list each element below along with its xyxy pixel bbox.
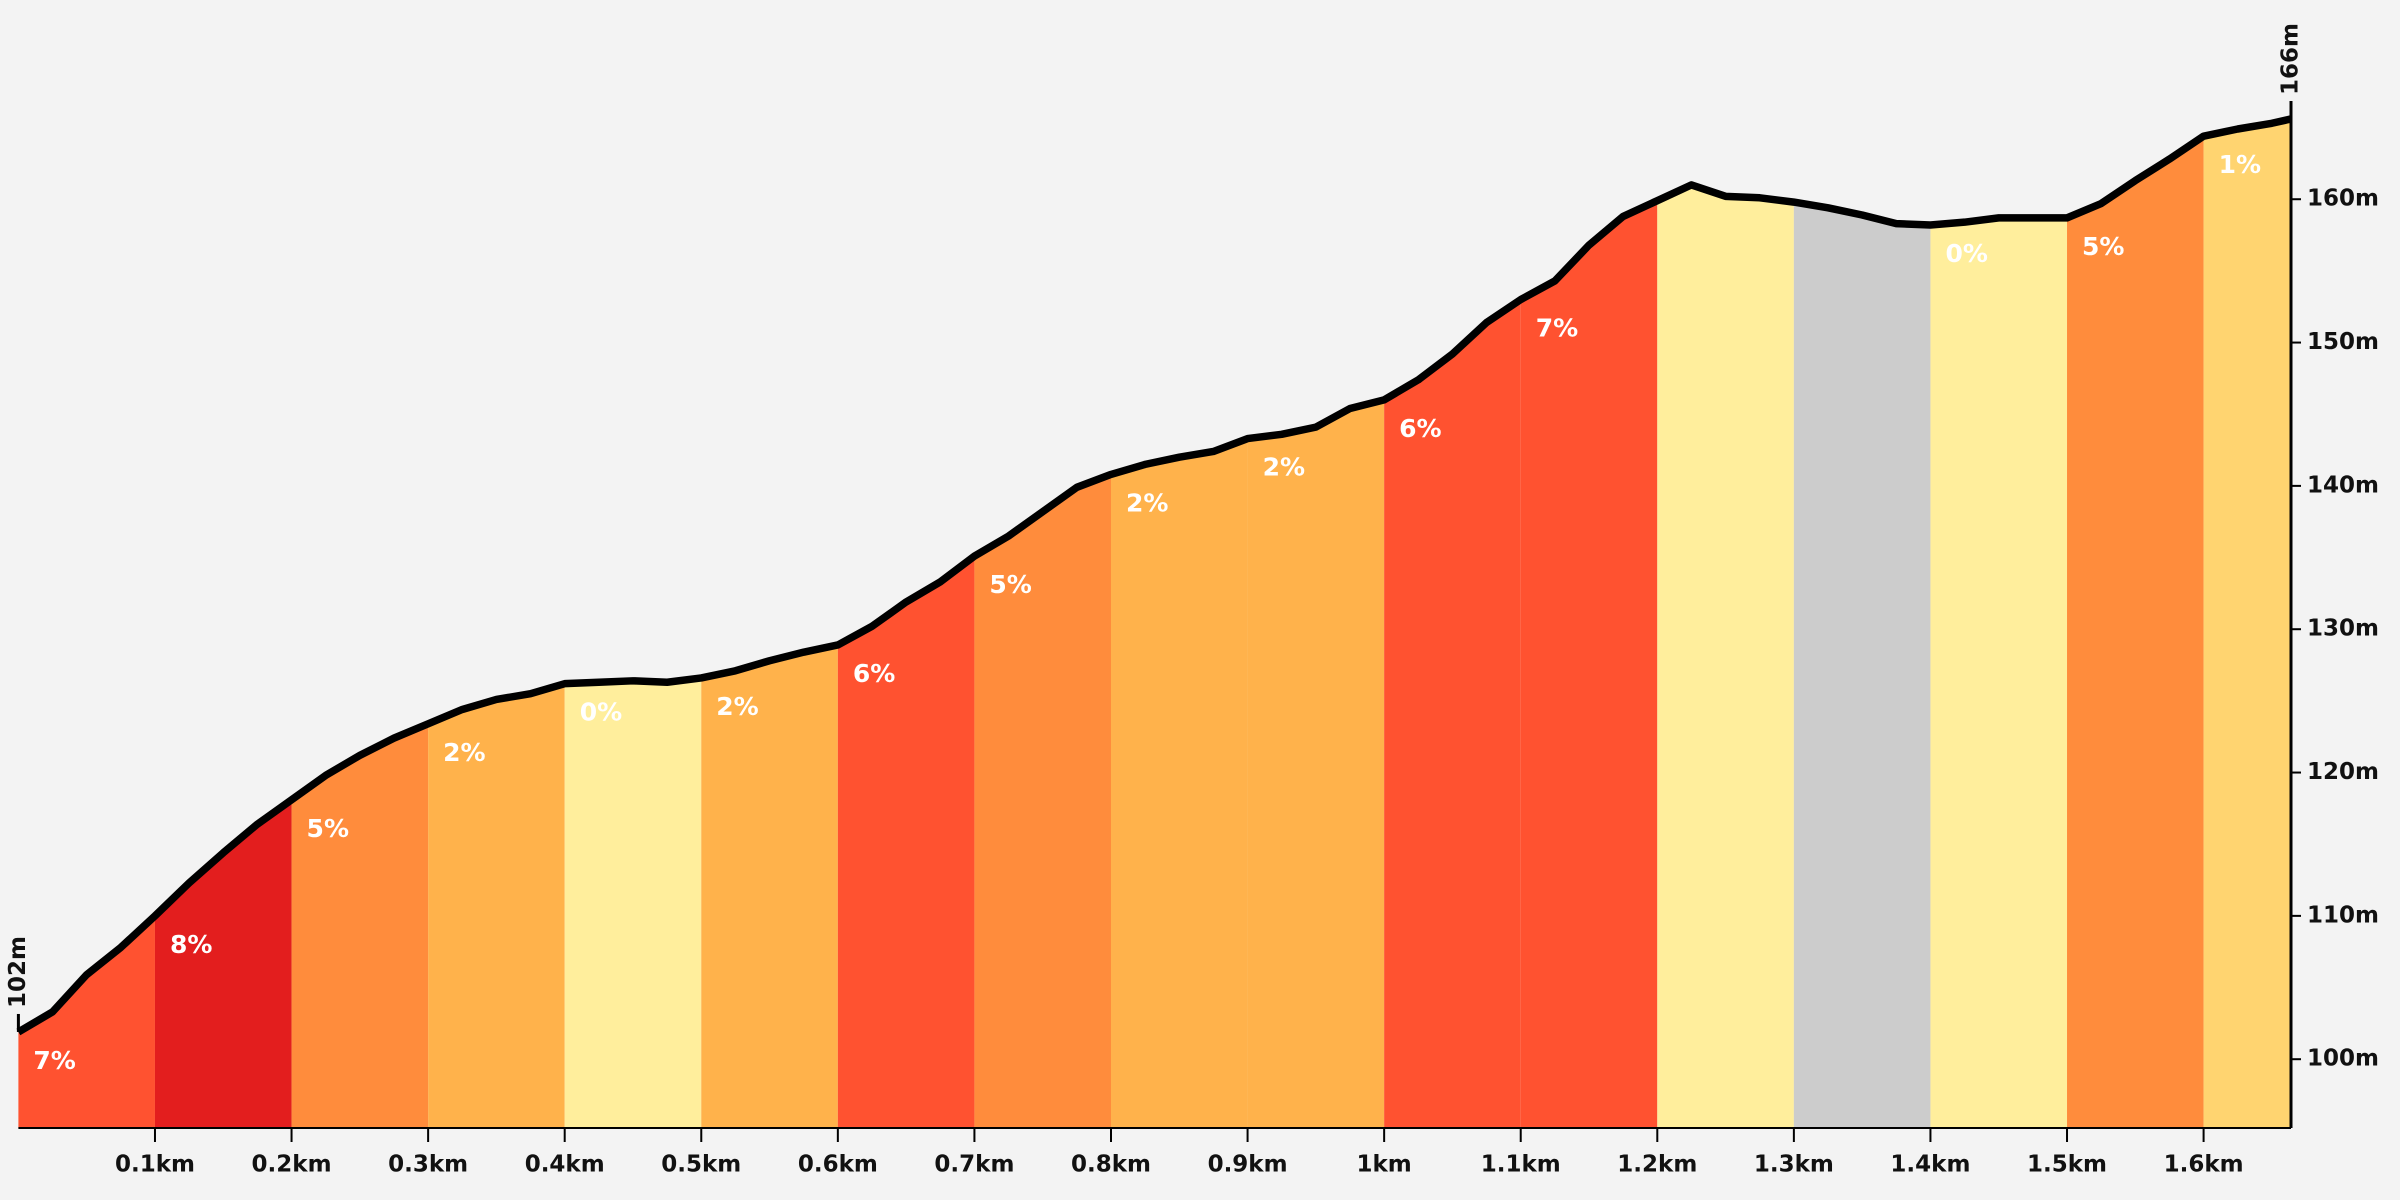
grade-segment <box>1657 184 1794 1128</box>
x-tick-label: 0.3km <box>388 1152 468 1178</box>
x-tick-label: 0.7km <box>934 1152 1014 1178</box>
grade-segment <box>1384 299 1521 1128</box>
end-label: 166m <box>2278 23 2304 95</box>
grade-label: 5% <box>989 570 1031 599</box>
grade-label: 7% <box>1536 314 1578 343</box>
x-tick-label: 0.5km <box>661 1152 741 1178</box>
start-label: 102m <box>5 936 31 1008</box>
y-tick-label: 160m <box>2307 186 2379 212</box>
x-tick-label: 1.6km <box>2164 1152 2244 1178</box>
grade-segment <box>1247 399 1385 1128</box>
grade-segment <box>564 677 702 1128</box>
x-tick-label: 0.2km <box>252 1152 332 1178</box>
grade-segment <box>2067 136 2204 1128</box>
grade-segment <box>1930 217 2068 1128</box>
grade-segment <box>701 644 838 1128</box>
grade-segment <box>291 723 429 1128</box>
x-tick-label: 1.1km <box>1481 1152 1561 1178</box>
grade-label: 1% <box>2219 150 2261 179</box>
grade-segment <box>2203 118 2291 1129</box>
grade-label: 5% <box>307 814 349 843</box>
y-tick-label: 140m <box>2307 472 2379 498</box>
x-tick-label: 1.5km <box>2027 1152 2107 1178</box>
grade-segment <box>18 915 155 1128</box>
grade-label: 2% <box>1126 488 1168 517</box>
grade-segment <box>1520 200 1658 1128</box>
grade-segment <box>428 683 565 1128</box>
grade-segment <box>974 474 1111 1128</box>
y-tick-label: 100m <box>2307 1046 2379 1072</box>
grade-segment <box>1110 438 1248 1128</box>
grade-label: 5% <box>2082 232 2124 261</box>
x-tick-label: 1.4km <box>1890 1152 1970 1178</box>
x-tick-label: 0.9km <box>1208 1152 1288 1178</box>
x-tick-label: 1km <box>1357 1152 1412 1178</box>
y-tick-label: 150m <box>2307 329 2379 355</box>
profile-line <box>16 115 2292 1036</box>
grade-label: 0% <box>1945 239 1987 268</box>
grade-label: 8% <box>170 930 212 959</box>
grade-segment <box>154 799 292 1128</box>
y-tick-label: 110m <box>2307 902 2379 928</box>
x-tick-label: 0.8km <box>1071 1152 1151 1178</box>
grade-segment <box>1793 202 1931 1129</box>
grade-label: 6% <box>853 659 895 688</box>
x-tick-label: 1.3km <box>1754 1152 1834 1178</box>
grade-label: 6% <box>1399 414 1441 443</box>
grade-segment <box>837 556 975 1128</box>
y-tick-label: 120m <box>2307 759 2379 785</box>
x-tick-label: 0.4km <box>525 1152 605 1178</box>
y-tick-label: 130m <box>2307 616 2379 642</box>
grade-label: 2% <box>443 738 485 767</box>
grade-label: 2% <box>716 692 758 721</box>
grade-label: 7% <box>33 1046 75 1075</box>
grade-label: 0% <box>580 698 622 727</box>
x-tick-label: 0.6km <box>798 1152 878 1178</box>
x-tick-label: 1.2km <box>1617 1152 1697 1178</box>
grade-label: 2% <box>1263 453 1305 482</box>
x-tick-label: 0.1km <box>115 1152 195 1178</box>
